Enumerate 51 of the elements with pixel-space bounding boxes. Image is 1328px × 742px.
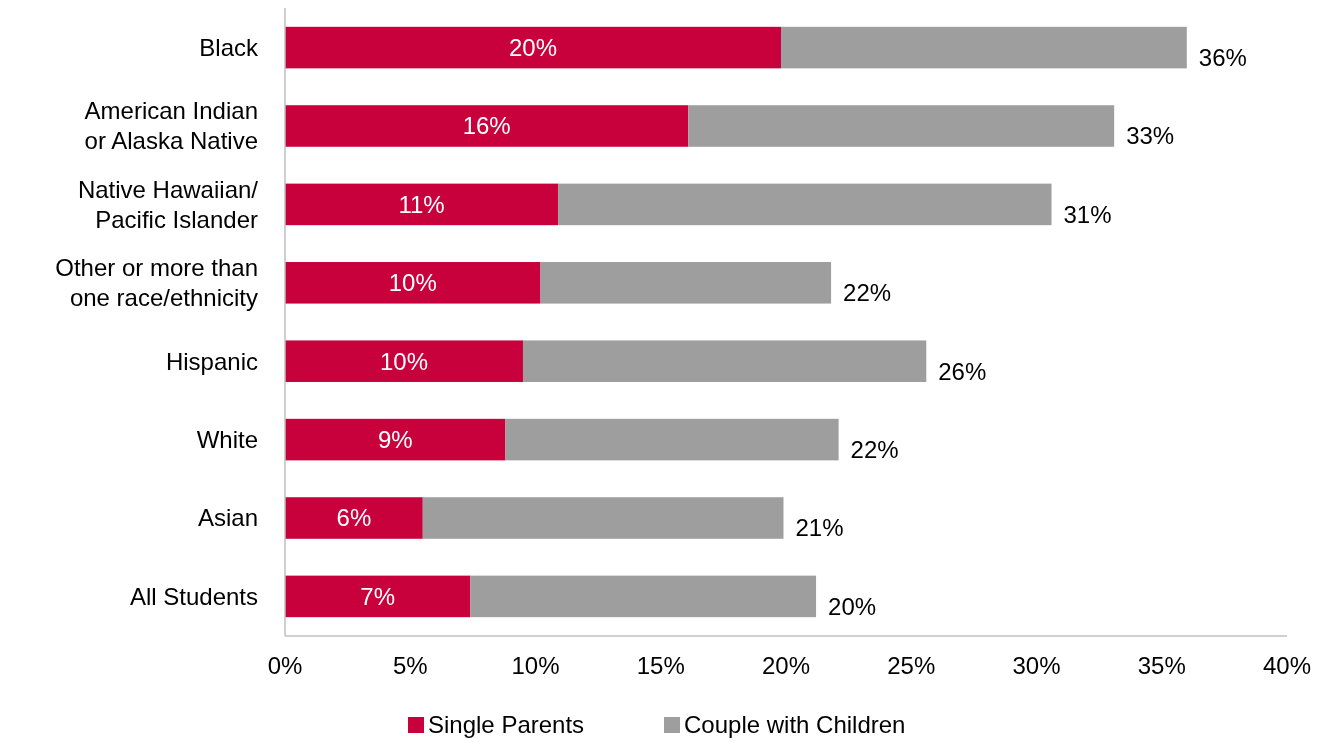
total-label: 31% [1063,200,1112,228]
y-tick-label: All Students [129,582,258,610]
x-tick-label: 40% [1262,652,1312,679]
data-label: 16% [462,112,511,140]
total-label: 22% [843,279,892,307]
bar [780,26,1187,69]
data-label: 6% [336,504,372,532]
x-tick-label: 15% [636,652,685,679]
y-tick-label: Black [199,33,259,61]
x-tick-label: 25% [887,652,936,679]
x-tick-label: 0% [267,652,303,679]
total-label: 26% [938,357,987,385]
x-tick-label: 5% [392,652,428,679]
total-label: 22% [850,436,899,463]
bar [522,340,927,382]
bar [285,418,506,461]
x-tick-label: 30% [1012,652,1061,679]
data-label: 7% [360,582,396,610]
y-tick-label: White [196,426,258,453]
bar [285,262,541,304]
bar [422,497,784,539]
legend-label: Couple with Children [684,711,906,738]
legend-label: Single Parents [428,711,585,738]
x-tick-label: 20% [761,652,811,679]
bar [285,26,781,69]
bar [558,183,1052,226]
data-label: 11% [398,190,445,218]
bar [688,105,1115,147]
bar [285,340,523,382]
data-label: 10% [379,347,429,375]
total-label: 20% [828,592,877,620]
total-label: 21% [795,514,844,542]
bar [285,105,689,147]
total-label: 36% [1198,43,1247,71]
bar [540,262,832,304]
data-label: 20% [508,33,558,61]
total-label: 33% [1126,122,1175,150]
bar [285,497,423,539]
y-tick-label: Asian [197,504,258,532]
x-tick-label: 35% [1137,652,1186,679]
bar [505,418,839,461]
data-label: 10% [388,269,437,297]
y-tick-label: Native Hawaiian/ Pacific Islander [77,175,259,233]
y-tick-label: American Indian or Alaska Native [84,97,258,155]
data-label: 9% [377,426,413,453]
bar [470,575,817,618]
bar [285,575,471,618]
x-tick-label: 10% [511,652,560,679]
y-tick-label: Hispanic [165,347,258,375]
bar [285,183,559,226]
y-tick-label: Other or more than one race/ethnicity [55,254,258,312]
